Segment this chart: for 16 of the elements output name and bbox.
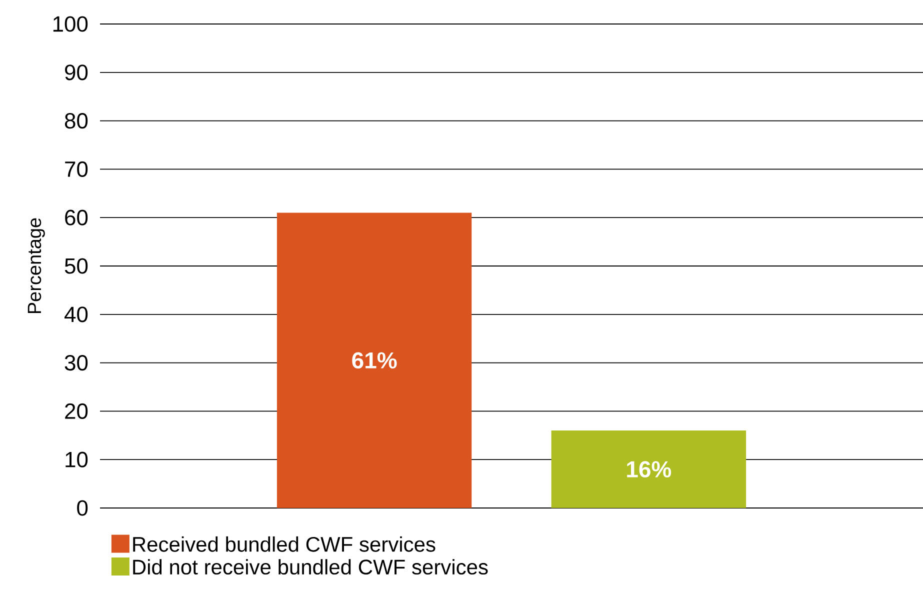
y-tick-label: 50	[64, 258, 88, 274]
y-tick-label: 60	[65, 210, 88, 226]
y-tick-label: 20	[65, 403, 88, 419]
y-tick-label: 100	[53, 16, 88, 32]
y-tick-label: 80	[64, 113, 88, 129]
data-label: 61%	[352, 352, 397, 369]
y-axis-title: Percentage	[28, 218, 45, 314]
y-tick-label: 70	[65, 161, 88, 177]
y-tick-label: 30	[64, 355, 88, 371]
y-tick-label: 90	[65, 64, 88, 80]
legend-label: Received bundled CWF services	[133, 536, 436, 552]
y-tick-label: 40	[64, 306, 88, 322]
y-tick-label: 0	[77, 500, 88, 516]
y-tick-label: 10	[66, 452, 88, 468]
legend-label: Did not receive bundled CWF services	[133, 559, 488, 575]
data-label: 16%	[627, 461, 672, 478]
